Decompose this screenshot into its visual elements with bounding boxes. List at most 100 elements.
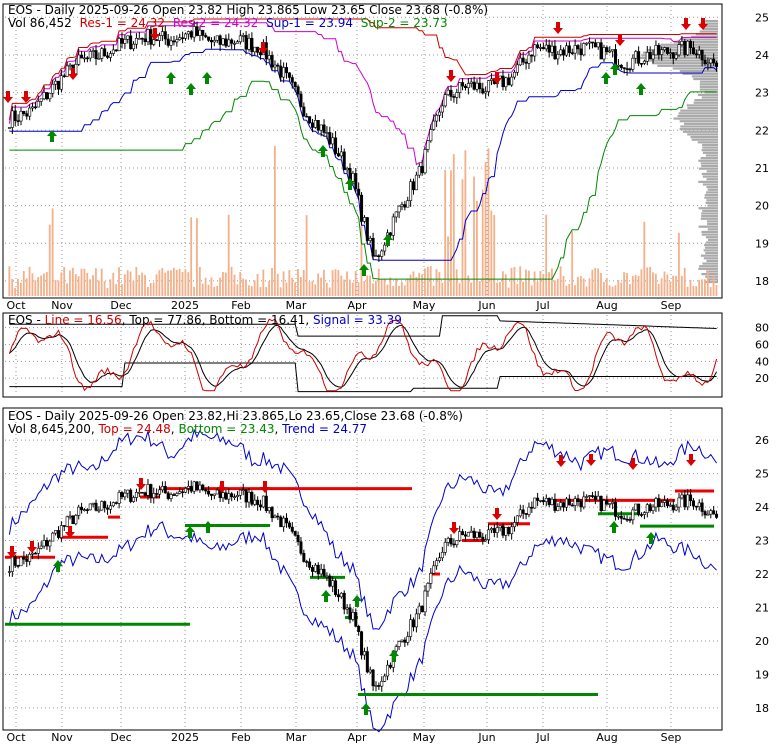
volume-bar: [343, 279, 346, 296]
volume-bar: [496, 282, 499, 296]
candle-body: [489, 528, 493, 531]
volume-profile-bar: [672, 67, 718, 70]
volume-bar: [187, 272, 190, 296]
candle-body: [207, 36, 211, 41]
candle-body: [319, 124, 323, 131]
candle-body: [469, 81, 473, 84]
volume-bar: [297, 268, 299, 296]
candle-body: [513, 522, 517, 528]
volume-bar: [478, 281, 481, 296]
volume-bar: [126, 270, 129, 296]
volume-profile-bar: [703, 280, 718, 284]
volume-profile-bar: [702, 146, 718, 149]
candle-body: [645, 504, 649, 513]
candle-body: [212, 39, 216, 43]
candle-body: [513, 71, 517, 78]
buy-arrow: [203, 521, 213, 533]
volume-bars: [8, 146, 718, 296]
candle-body: [593, 42, 597, 48]
candle-body: [463, 534, 467, 537]
candle-body: [117, 492, 121, 504]
volume-bar: [210, 277, 213, 296]
volume-profile-bar: [694, 99, 718, 102]
candle-body: [374, 685, 378, 687]
candle-body: [414, 613, 418, 628]
candle-body: [57, 80, 61, 90]
volume-bar: [106, 287, 109, 296]
volume-bar: [493, 214, 496, 296]
candle-body: [204, 35, 208, 38]
volume-bar: [510, 267, 513, 296]
volume-profile-bar: [705, 191, 718, 194]
candle-body: [709, 510, 713, 515]
x-tick-label: Sep: [661, 299, 682, 312]
candle-body: [409, 619, 413, 637]
candle-body: [478, 531, 482, 538]
candle-body: [481, 536, 485, 542]
volume-bar: [585, 286, 588, 296]
candle-body: [172, 40, 176, 43]
volume-bar: [14, 287, 17, 296]
candle-body: [305, 115, 309, 118]
volume-profile-bar: [701, 164, 718, 168]
volume-bar: [242, 278, 245, 296]
candle-body: [299, 541, 303, 554]
volume-bar: [222, 271, 224, 296]
y-tick-label: 23: [755, 87, 769, 100]
candle-body: [521, 57, 525, 63]
candle-body: [132, 43, 136, 50]
buy-arrow: [166, 72, 176, 84]
candle-body: [660, 49, 664, 55]
buy-arrow: [361, 703, 371, 715]
y-tick-label: 21: [755, 162, 769, 175]
volume-bar: [530, 285, 533, 296]
volume-bar: [97, 280, 100, 296]
volume-bar: [646, 267, 649, 296]
y-tick-label: 20: [755, 200, 769, 213]
candle-body: [530, 506, 534, 509]
volume-bar: [516, 284, 519, 296]
candle-body: [28, 107, 32, 117]
candle-body: [406, 200, 410, 208]
candle-body: [645, 51, 649, 62]
stoch-signal-line: [9, 324, 718, 388]
candle-body: [642, 512, 646, 515]
candle-body: [201, 29, 205, 36]
volume-bar: [86, 272, 89, 296]
volume-bar: [536, 281, 539, 296]
candle-body: [140, 491, 144, 494]
volume-bar: [224, 272, 227, 296]
candle-body: [481, 88, 485, 94]
candle-body: [420, 605, 424, 613]
candle-body: [665, 47, 669, 54]
volume-bar: [28, 266, 31, 296]
candle-body: [351, 612, 355, 620]
volume-bar: [245, 279, 247, 296]
candle-body: [423, 590, 427, 613]
volume-bar: [262, 269, 265, 296]
candle-body: [412, 619, 416, 628]
volume-bar: [392, 285, 395, 296]
candle-body: [310, 122, 314, 128]
candle-body: [247, 491, 251, 503]
candle-body: [322, 124, 326, 133]
volume-bar: [701, 279, 703, 296]
candle-body: [651, 54, 655, 60]
candle-body: [253, 46, 257, 53]
candle-body: [48, 540, 52, 547]
volume-profile-bar: [681, 38, 718, 41]
candle-body: [184, 33, 188, 39]
candle-body: [42, 92, 46, 100]
candle-body: [709, 58, 713, 64]
volume-bar: [559, 266, 562, 296]
volume-profile-bar: [699, 30, 718, 33]
candle-body: [368, 669, 372, 673]
candle-body: [541, 500, 545, 502]
volume-bar: [709, 286, 712, 296]
candle-body: [221, 38, 225, 45]
candle-body: [39, 98, 43, 102]
candle-body: [259, 52, 263, 56]
volume-bar: [458, 283, 461, 296]
candle-body: [195, 26, 199, 36]
volume-bar: [103, 281, 106, 296]
